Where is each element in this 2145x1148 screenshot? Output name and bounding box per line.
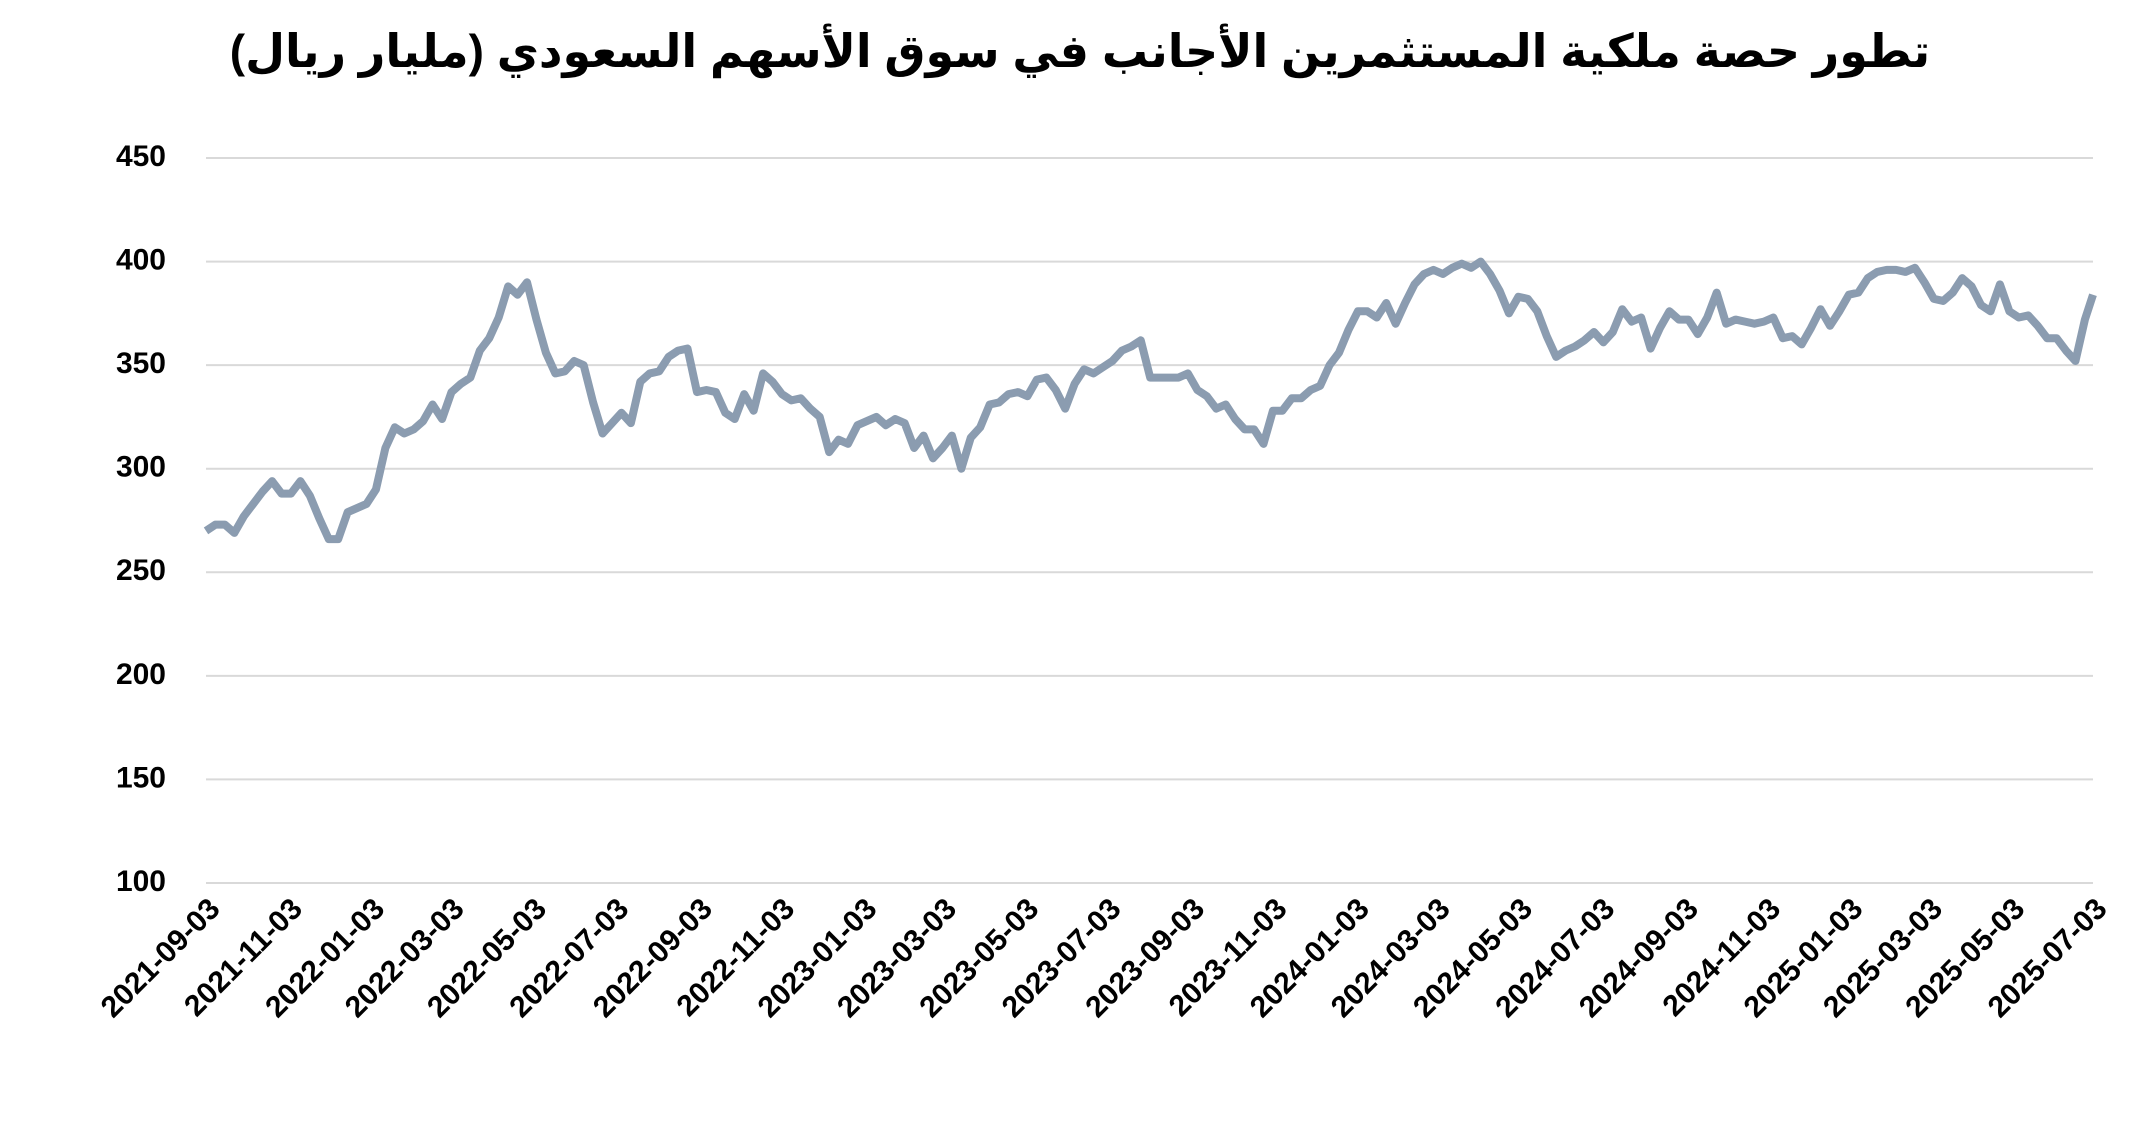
y-tick-label: 300 — [116, 451, 166, 484]
y-tick-label: 250 — [116, 554, 166, 587]
y-tick-label: 400 — [116, 243, 166, 276]
chart-title: تطور حصة ملكية المستثمرين الأجانب في سوق… — [230, 23, 1930, 78]
y-tick-label: 200 — [116, 658, 166, 691]
y-tick-label: 450 — [116, 140, 166, 173]
data-line — [203, 257, 2097, 544]
y-tick-label: 150 — [116, 761, 166, 794]
y-tick-label: 350 — [116, 347, 166, 380]
y-tick-label: 100 — [116, 865, 166, 898]
